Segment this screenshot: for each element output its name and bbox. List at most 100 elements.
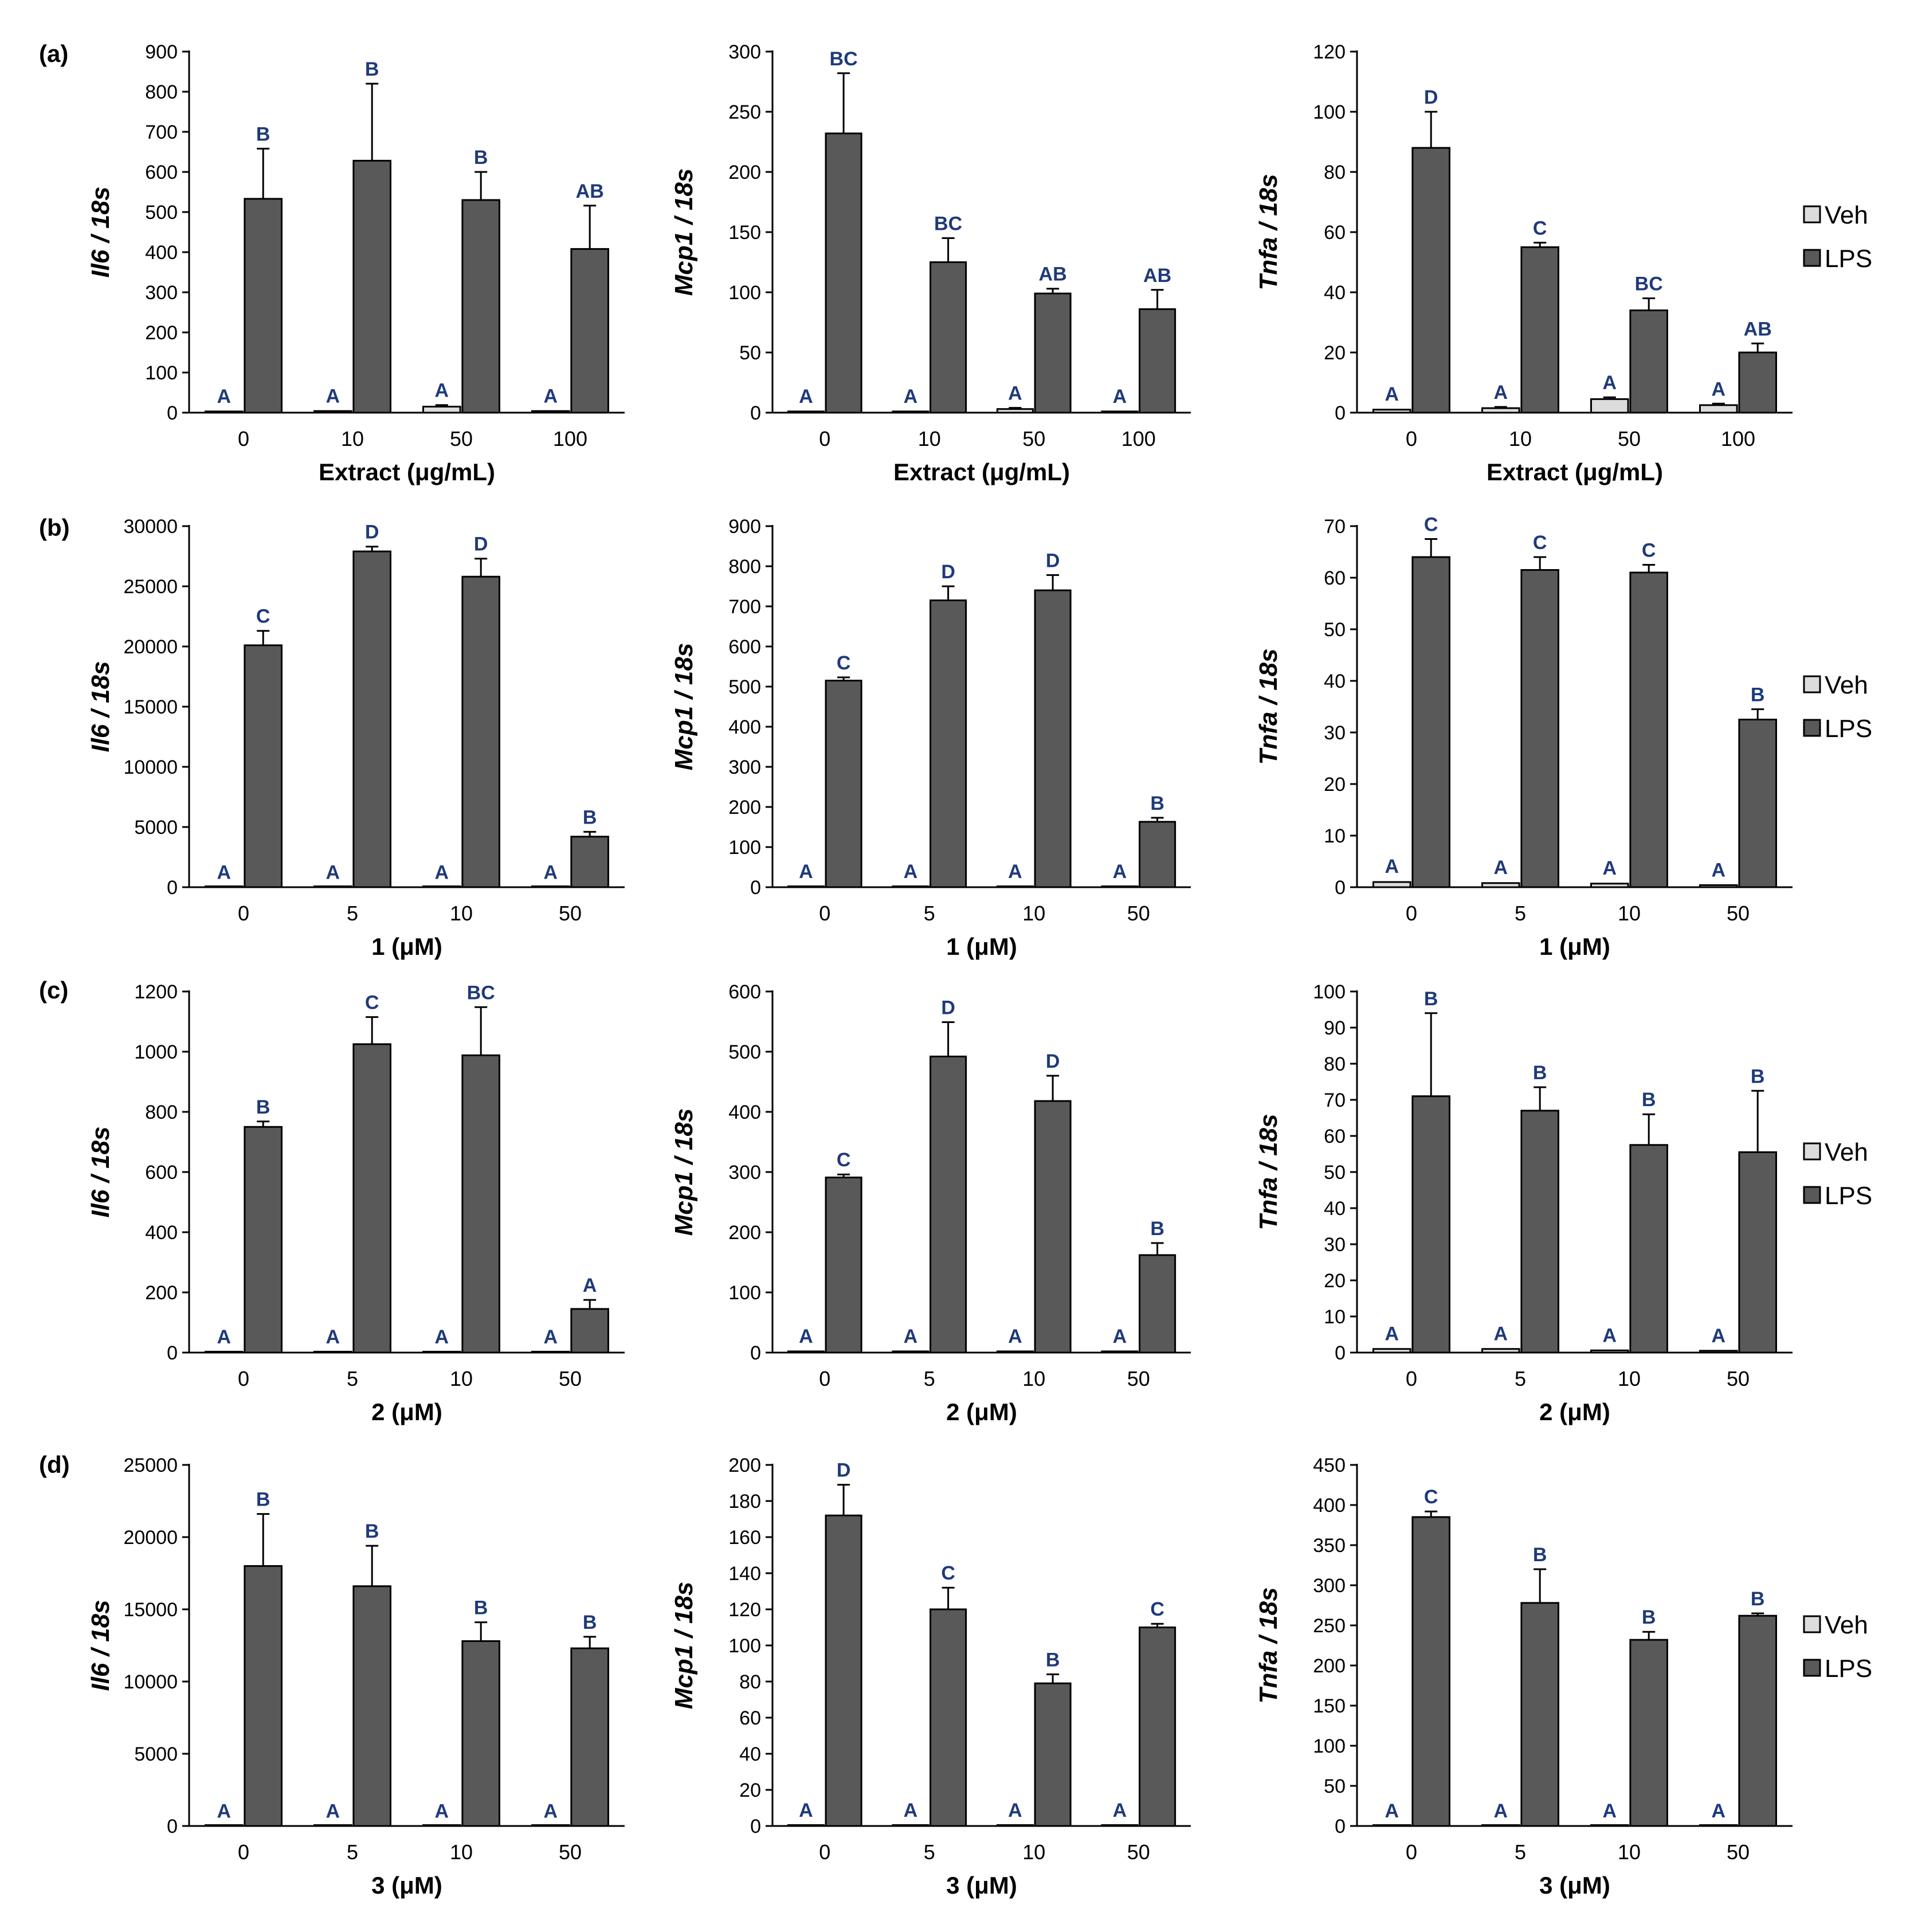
chart-3-2: 050100150200250300350400450AC0AB5AB10AB5… bbox=[1254, 1455, 1793, 1899]
y-axis-label: Tnfa / 18s bbox=[1254, 174, 1283, 291]
x-tick-label: 0 bbox=[238, 427, 249, 450]
y-tick-label: 90 bbox=[1324, 1017, 1346, 1039]
lps-bar bbox=[352, 1043, 392, 1354]
y-tick-label: 0 bbox=[750, 877, 761, 899]
x-tick-label: 5 bbox=[1515, 902, 1526, 925]
y-tick-label: 60 bbox=[739, 1707, 761, 1729]
significance-label: A bbox=[1494, 1323, 1508, 1345]
significance-label: A bbox=[544, 862, 558, 884]
x-tick-label: 50 bbox=[1127, 902, 1150, 925]
significance-label: B bbox=[1150, 793, 1164, 814]
x-tick-label: 100 bbox=[1721, 427, 1755, 450]
y-tick-label: 800 bbox=[145, 1102, 178, 1123]
lps-bar bbox=[1139, 821, 1176, 888]
y-tick-label: 70 bbox=[1324, 516, 1346, 538]
significance-label: A bbox=[1385, 1800, 1399, 1822]
y-tick-label: 140 bbox=[728, 1563, 761, 1585]
lps-bar bbox=[825, 132, 862, 414]
chart-1-0: 050001000015000200002500030000AC0AD5AD10… bbox=[87, 516, 625, 960]
significance-label: D bbox=[941, 997, 955, 1019]
legend-row-1: Veh LPS bbox=[1803, 671, 1872, 743]
x-tick-label: 50 bbox=[1127, 1840, 1150, 1864]
y-axis-label: Tnfa / 18s bbox=[1254, 1114, 1283, 1230]
y-tick-label: 0 bbox=[1335, 877, 1346, 899]
significance-label: B bbox=[583, 1612, 597, 1633]
x-tick-label: 10 bbox=[1022, 1840, 1045, 1864]
x-tick-label: 0 bbox=[238, 1367, 249, 1390]
y-tick-label: 600 bbox=[145, 1162, 178, 1184]
lps-bar bbox=[1520, 1602, 1559, 1827]
panel-label-c: (c) bbox=[39, 977, 68, 1004]
y-tick-label: 700 bbox=[728, 596, 761, 618]
significance-label: A bbox=[1385, 1323, 1399, 1345]
significance-label: A bbox=[217, 1326, 232, 1348]
y-tick-label: 10 bbox=[1324, 1306, 1346, 1328]
x-tick-label: 100 bbox=[1121, 427, 1156, 450]
y-tick-label: 30 bbox=[1324, 722, 1346, 744]
x-tick-label: 0 bbox=[1406, 1840, 1417, 1864]
significance-label: B bbox=[474, 1597, 488, 1619]
y-tick-label: 180 bbox=[728, 1491, 761, 1512]
chart-1-1: 0100200300400500600700800900AC0AD5AD10AB… bbox=[670, 516, 1191, 960]
y-axis-label: Il6 / 18s bbox=[87, 661, 115, 752]
lps-bar bbox=[244, 1565, 283, 1827]
lps-bar bbox=[461, 199, 501, 414]
y-tick-label: 100 bbox=[728, 282, 761, 304]
y-tick-label: 60 bbox=[1324, 1126, 1346, 1147]
panel-label-a: (a) bbox=[39, 40, 68, 67]
lps-bar bbox=[570, 1647, 610, 1827]
significance-label: B bbox=[1150, 1218, 1164, 1240]
x-axis-label: 1 (μM) bbox=[1539, 933, 1610, 960]
x-axis-label: 1 (μM) bbox=[946, 933, 1017, 960]
x-axis-label: 2 (μM) bbox=[1539, 1398, 1610, 1425]
significance-label: D bbox=[837, 1460, 851, 1482]
significance-label: BC bbox=[830, 48, 858, 70]
y-tick-label: 15000 bbox=[123, 696, 178, 718]
chart-0-2: 020406080100120AD0AC10ABC50AAB100Extract… bbox=[1254, 41, 1793, 485]
y-tick-label: 40 bbox=[1324, 282, 1346, 304]
y-tick-label: 200 bbox=[145, 322, 178, 344]
lps-legend-swatch bbox=[1803, 719, 1821, 737]
significance-label: A bbox=[1603, 857, 1617, 879]
significance-label: A bbox=[1113, 861, 1127, 883]
significance-label: B bbox=[1046, 1649, 1060, 1671]
lps-bar bbox=[1629, 309, 1668, 414]
x-tick-label: 0 bbox=[819, 427, 830, 450]
lps-bar bbox=[1738, 1614, 1777, 1827]
significance-label: BC bbox=[1635, 273, 1663, 295]
y-tick-label: 700 bbox=[145, 122, 178, 143]
y-axis-label: Il6 / 18s bbox=[87, 1600, 115, 1691]
x-tick-label: 50 bbox=[559, 1367, 582, 1390]
y-axis-label: Tnfa / 18s bbox=[1254, 1588, 1283, 1704]
x-tick-label: 0 bbox=[1406, 902, 1417, 925]
lps-bar bbox=[1139, 1627, 1176, 1827]
significance-label: A bbox=[1603, 372, 1617, 394]
y-tick-label: 800 bbox=[145, 81, 178, 103]
y-axis-label: Il6 / 18s bbox=[87, 186, 115, 277]
x-tick-label: 50 bbox=[1022, 427, 1045, 450]
y-axis-label: Mcp1 / 18s bbox=[670, 1582, 698, 1710]
y-axis-label: Mcp1 / 18s bbox=[670, 643, 698, 771]
y-tick-label: 300 bbox=[728, 1162, 761, 1184]
y-tick-label: 5000 bbox=[134, 817, 178, 838]
x-tick-label: 5 bbox=[347, 1367, 358, 1390]
lps-bar bbox=[1411, 147, 1450, 414]
significance-label: A bbox=[1008, 383, 1022, 405]
x-tick-label: 0 bbox=[819, 1367, 830, 1390]
charts: 0100200300400500600700800900AB0AB10AB50A… bbox=[87, 41, 1793, 1899]
x-axis-label: 1 (μM) bbox=[371, 933, 442, 960]
y-tick-label: 20 bbox=[739, 1780, 761, 1801]
y-tick-label: 30000 bbox=[123, 516, 178, 538]
y-tick-label: 20000 bbox=[123, 636, 178, 658]
y-tick-label: 200 bbox=[145, 1282, 178, 1304]
y-tick-label: 450 bbox=[1313, 1455, 1346, 1476]
chart-1-2: 0 10 20 30 40 50 60 70 A C 0 A C 5 A C 10 A B 50 1 (μM) Tnfa … bbox=[1254, 514, 1793, 960]
lps-bar bbox=[461, 575, 501, 888]
significance-label: A bbox=[435, 1326, 449, 1348]
lps-bar bbox=[1034, 1100, 1072, 1354]
y-tick-label: 120 bbox=[728, 1599, 761, 1621]
x-axis-label: 2 (μM) bbox=[946, 1398, 1017, 1425]
y-tick-label: 60 bbox=[1324, 567, 1346, 589]
